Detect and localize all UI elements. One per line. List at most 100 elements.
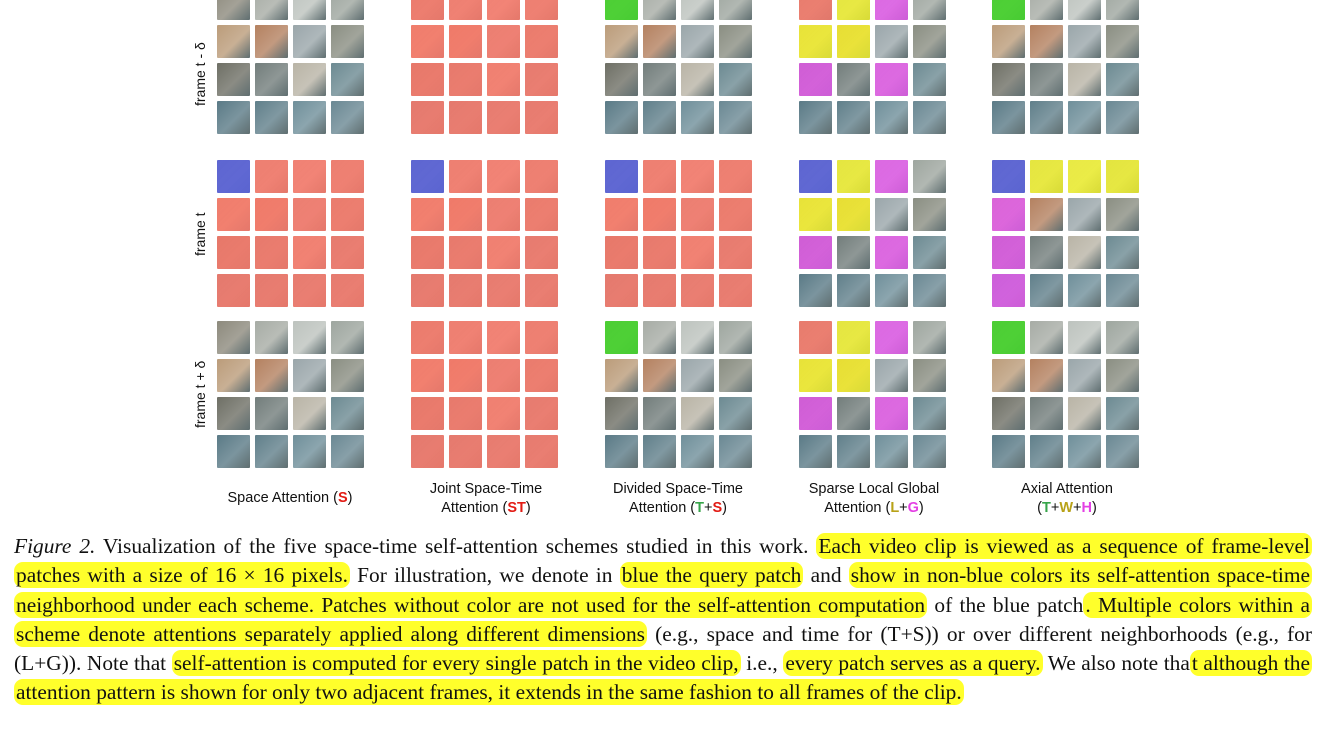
video-patch xyxy=(875,25,908,58)
attended-patch xyxy=(799,0,832,20)
attended-patch xyxy=(487,359,520,392)
caption-text: For illustration, we denote in xyxy=(349,563,620,588)
column-caption-space-attention: Space Attention (S) xyxy=(200,489,380,508)
query-patch xyxy=(992,160,1025,193)
video-patch xyxy=(913,63,946,96)
attended-patch xyxy=(799,236,832,269)
attended-patch xyxy=(487,274,520,307)
attended-patch xyxy=(487,236,520,269)
query-patch xyxy=(605,160,638,193)
attended-patch xyxy=(525,236,558,269)
attended-patch xyxy=(449,25,482,58)
video-patch xyxy=(331,0,364,20)
video-patch xyxy=(255,359,288,392)
attended-patch xyxy=(293,274,326,307)
attended-patch xyxy=(525,321,558,354)
attended-patch xyxy=(449,435,482,468)
attended-patch xyxy=(449,321,482,354)
video-patch xyxy=(875,198,908,231)
video-patch xyxy=(1030,397,1063,430)
video-patch xyxy=(681,0,714,20)
attended-patch xyxy=(992,198,1025,231)
attended-patch xyxy=(525,435,558,468)
video-patch xyxy=(293,63,326,96)
video-patch xyxy=(992,25,1025,58)
video-patch xyxy=(799,101,832,134)
attended-patch xyxy=(487,101,520,134)
attended-patch xyxy=(799,63,832,96)
attended-patch xyxy=(992,236,1025,269)
video-patch xyxy=(1068,101,1101,134)
column-caption-divided-space-time: Divided Space-Time Attention (T+S) xyxy=(588,480,768,518)
attended-patch xyxy=(719,236,752,269)
caption-text: and xyxy=(803,563,849,588)
video-patch xyxy=(331,25,364,58)
attended-patch xyxy=(411,435,444,468)
video-patch xyxy=(913,160,946,193)
attended-patch xyxy=(681,236,714,269)
attended-patch xyxy=(487,321,520,354)
video-patch xyxy=(837,63,870,96)
video-patch xyxy=(1106,0,1139,20)
video-patch xyxy=(605,435,638,468)
video-patch xyxy=(255,101,288,134)
video-patch xyxy=(1068,321,1101,354)
query-patch xyxy=(799,160,832,193)
video-patch xyxy=(875,274,908,307)
video-patch xyxy=(992,63,1025,96)
attention-panel xyxy=(217,321,365,469)
video-patch xyxy=(605,63,638,96)
attention-panel xyxy=(992,0,1140,135)
figure-label: Figure 2. xyxy=(14,534,96,558)
video-patch xyxy=(331,435,364,468)
attended-patch xyxy=(411,63,444,96)
video-patch xyxy=(992,359,1025,392)
attended-patch xyxy=(255,236,288,269)
attended-patch xyxy=(643,236,676,269)
attended-patch xyxy=(487,63,520,96)
column-caption-line2: Attention (L+G) xyxy=(824,500,924,516)
video-patch xyxy=(1068,359,1101,392)
video-patch xyxy=(913,0,946,20)
video-patch xyxy=(605,359,638,392)
attended-patch xyxy=(1106,160,1139,193)
attended-patch xyxy=(411,25,444,58)
video-patch xyxy=(293,359,326,392)
video-patch xyxy=(643,25,676,58)
video-patch xyxy=(913,198,946,231)
video-patch xyxy=(331,359,364,392)
attended-patch xyxy=(875,0,908,20)
video-patch xyxy=(217,397,250,430)
attended-patch xyxy=(681,198,714,231)
attended-patch xyxy=(217,274,250,307)
video-patch xyxy=(719,359,752,392)
video-patch xyxy=(913,321,946,354)
video-patch xyxy=(331,101,364,134)
scheme-letter: T xyxy=(695,500,704,516)
attended-patch xyxy=(605,236,638,269)
attended-patch xyxy=(255,160,288,193)
video-patch xyxy=(1030,359,1063,392)
attention-panel xyxy=(411,0,559,135)
video-patch xyxy=(1068,397,1101,430)
row-label-frame-t-plus-delta: frame t + δ xyxy=(192,360,208,428)
attended-patch xyxy=(525,397,558,430)
attended-patch xyxy=(525,198,558,231)
video-patch xyxy=(293,25,326,58)
attended-patch xyxy=(837,321,870,354)
video-patch xyxy=(1030,435,1063,468)
attention-panel xyxy=(411,321,559,469)
video-patch xyxy=(875,435,908,468)
attended-patch xyxy=(837,198,870,231)
row-label-frame-t: frame t xyxy=(192,212,208,256)
attended-patch xyxy=(605,274,638,307)
video-patch xyxy=(255,321,288,354)
attended-patch xyxy=(681,160,714,193)
attended-patch xyxy=(449,274,482,307)
video-patch xyxy=(605,397,638,430)
video-patch xyxy=(1106,321,1139,354)
video-patch xyxy=(1106,25,1139,58)
attended-patch xyxy=(525,101,558,134)
video-patch xyxy=(293,321,326,354)
video-patch xyxy=(1030,236,1063,269)
